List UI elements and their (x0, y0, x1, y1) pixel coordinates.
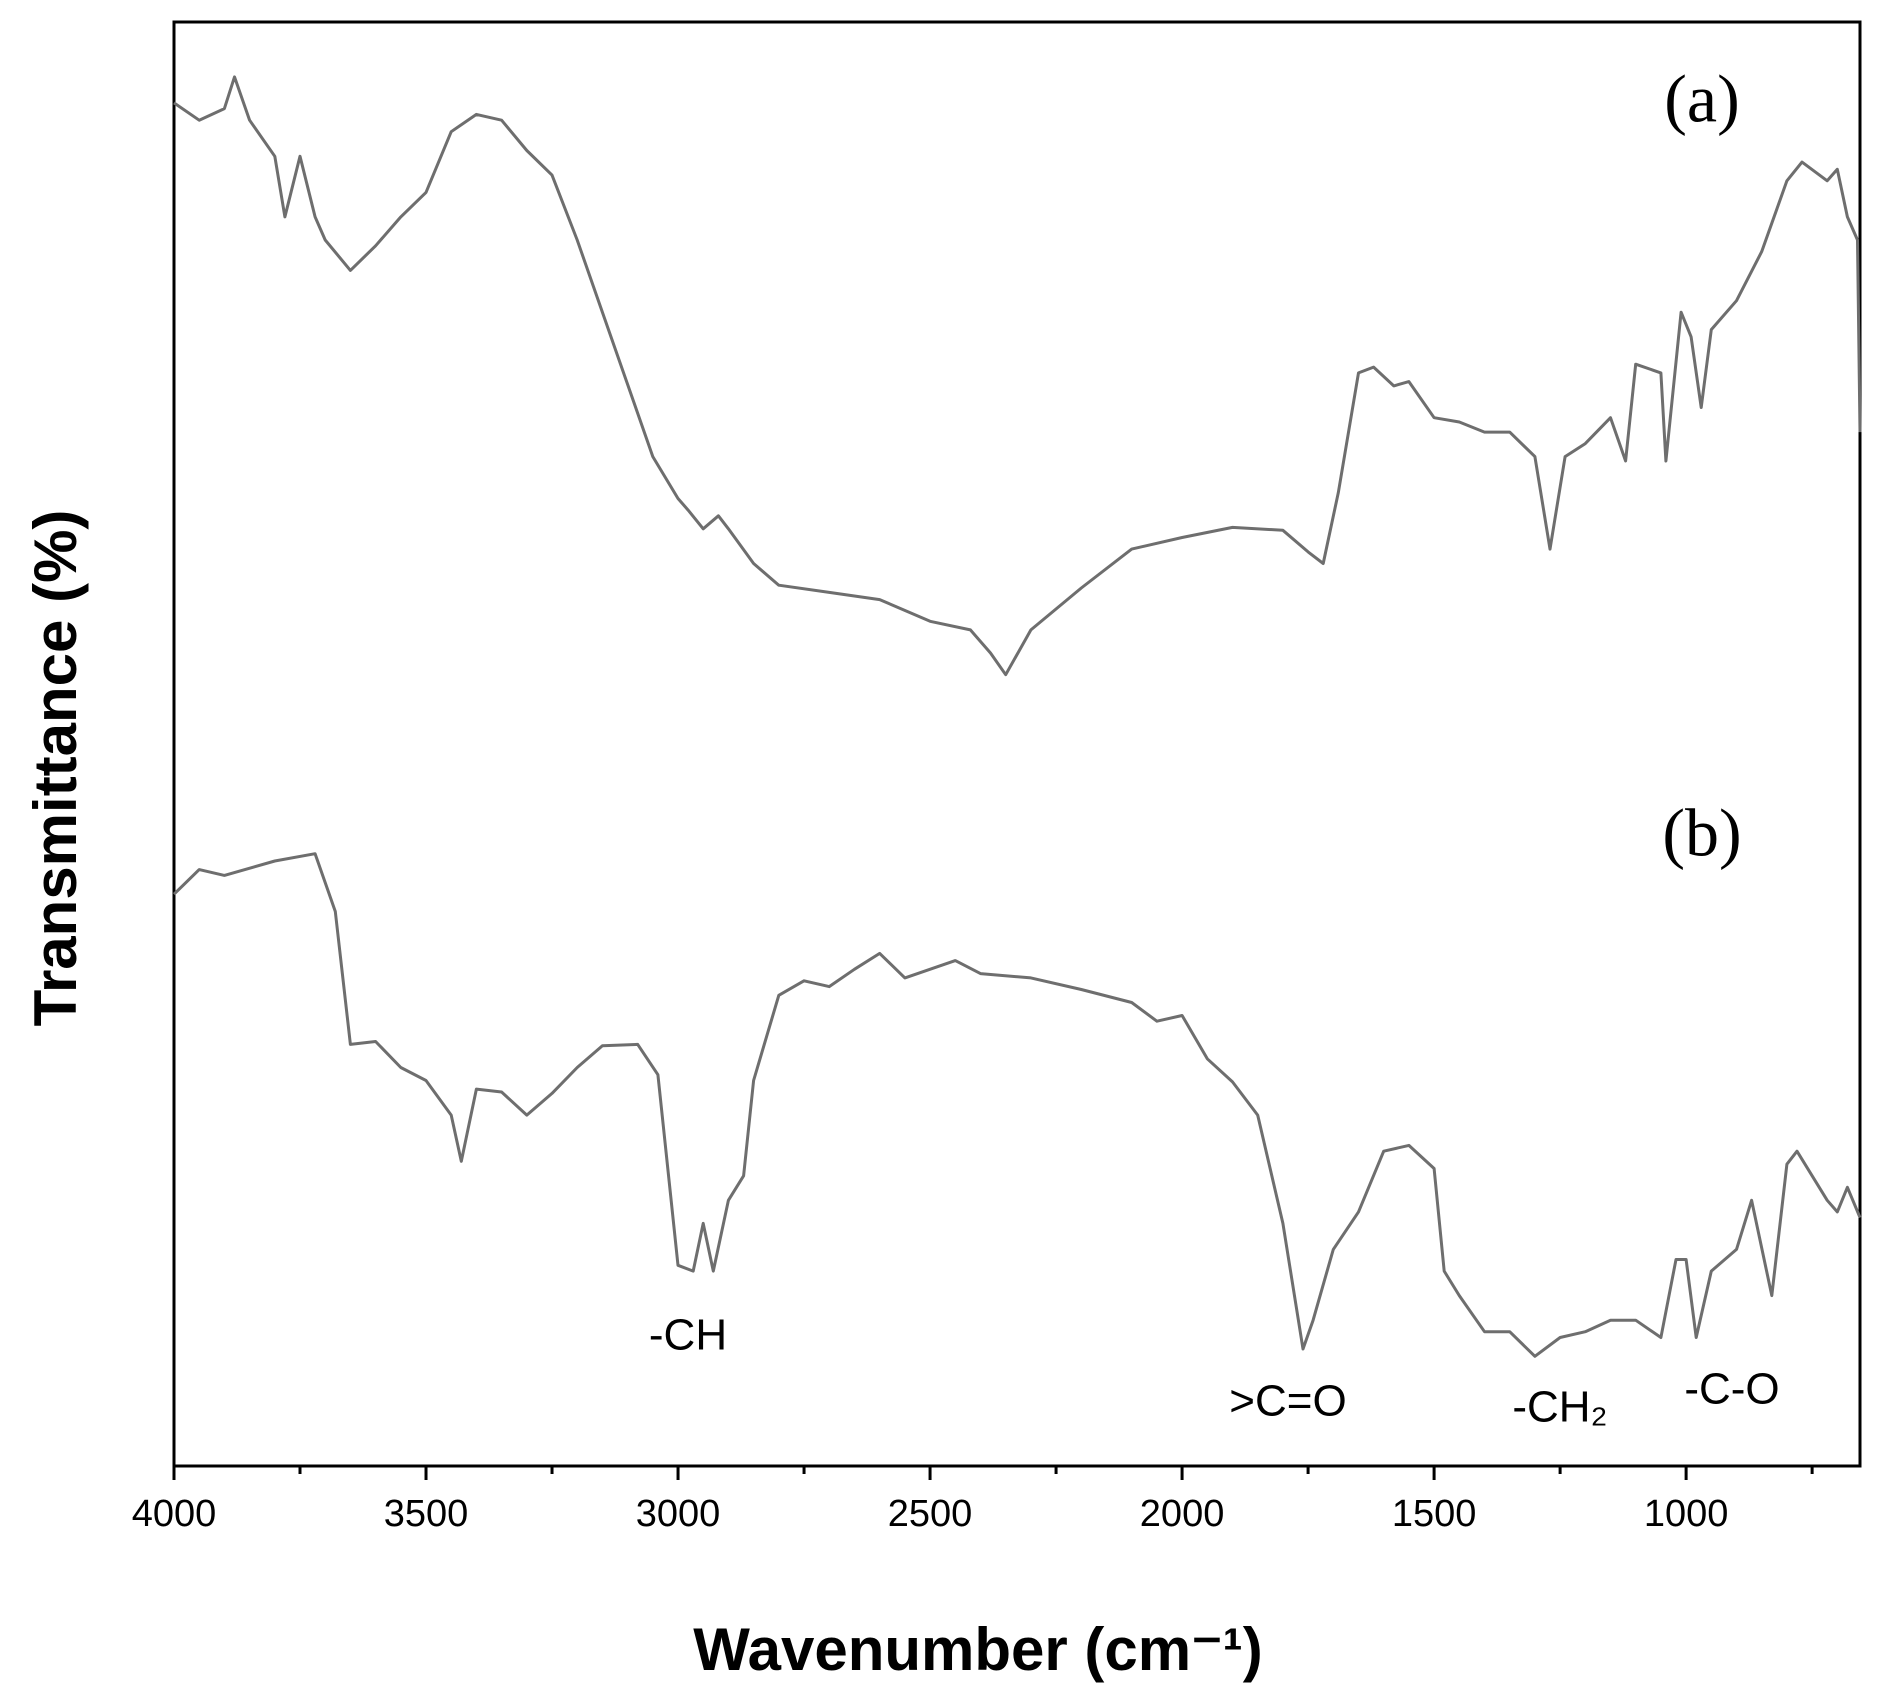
annotation: (a) (1664, 61, 1739, 137)
x-axis-title: Wavenumber (cm⁻¹) (693, 1616, 1263, 1683)
annotation: -C-O (1684, 1365, 1779, 1414)
annotation: (b) (1662, 795, 1741, 871)
x-tick-label: 2000 (1140, 1493, 1225, 1535)
annotation: -CH₂ (1512, 1383, 1607, 1432)
annotation: -CH (649, 1311, 727, 1360)
x-tick-label: 4000 (132, 1493, 217, 1535)
spectrum-line (172, 852, 1862, 1358)
x-tick-label: 3000 (636, 1493, 721, 1535)
x-tick-label: 1500 (1392, 1493, 1477, 1535)
x-tick-label: 2500 (888, 1493, 973, 1535)
y-axis-title: Transmittance (%) (22, 510, 89, 1027)
plot-frame (172, 20, 1862, 1468)
annotation: >C=O (1229, 1377, 1346, 1426)
x-tick-label: 3500 (384, 1493, 469, 1535)
spectrum-line (173, 75, 1862, 677)
x-tick-label: 1000 (1644, 1493, 1729, 1535)
